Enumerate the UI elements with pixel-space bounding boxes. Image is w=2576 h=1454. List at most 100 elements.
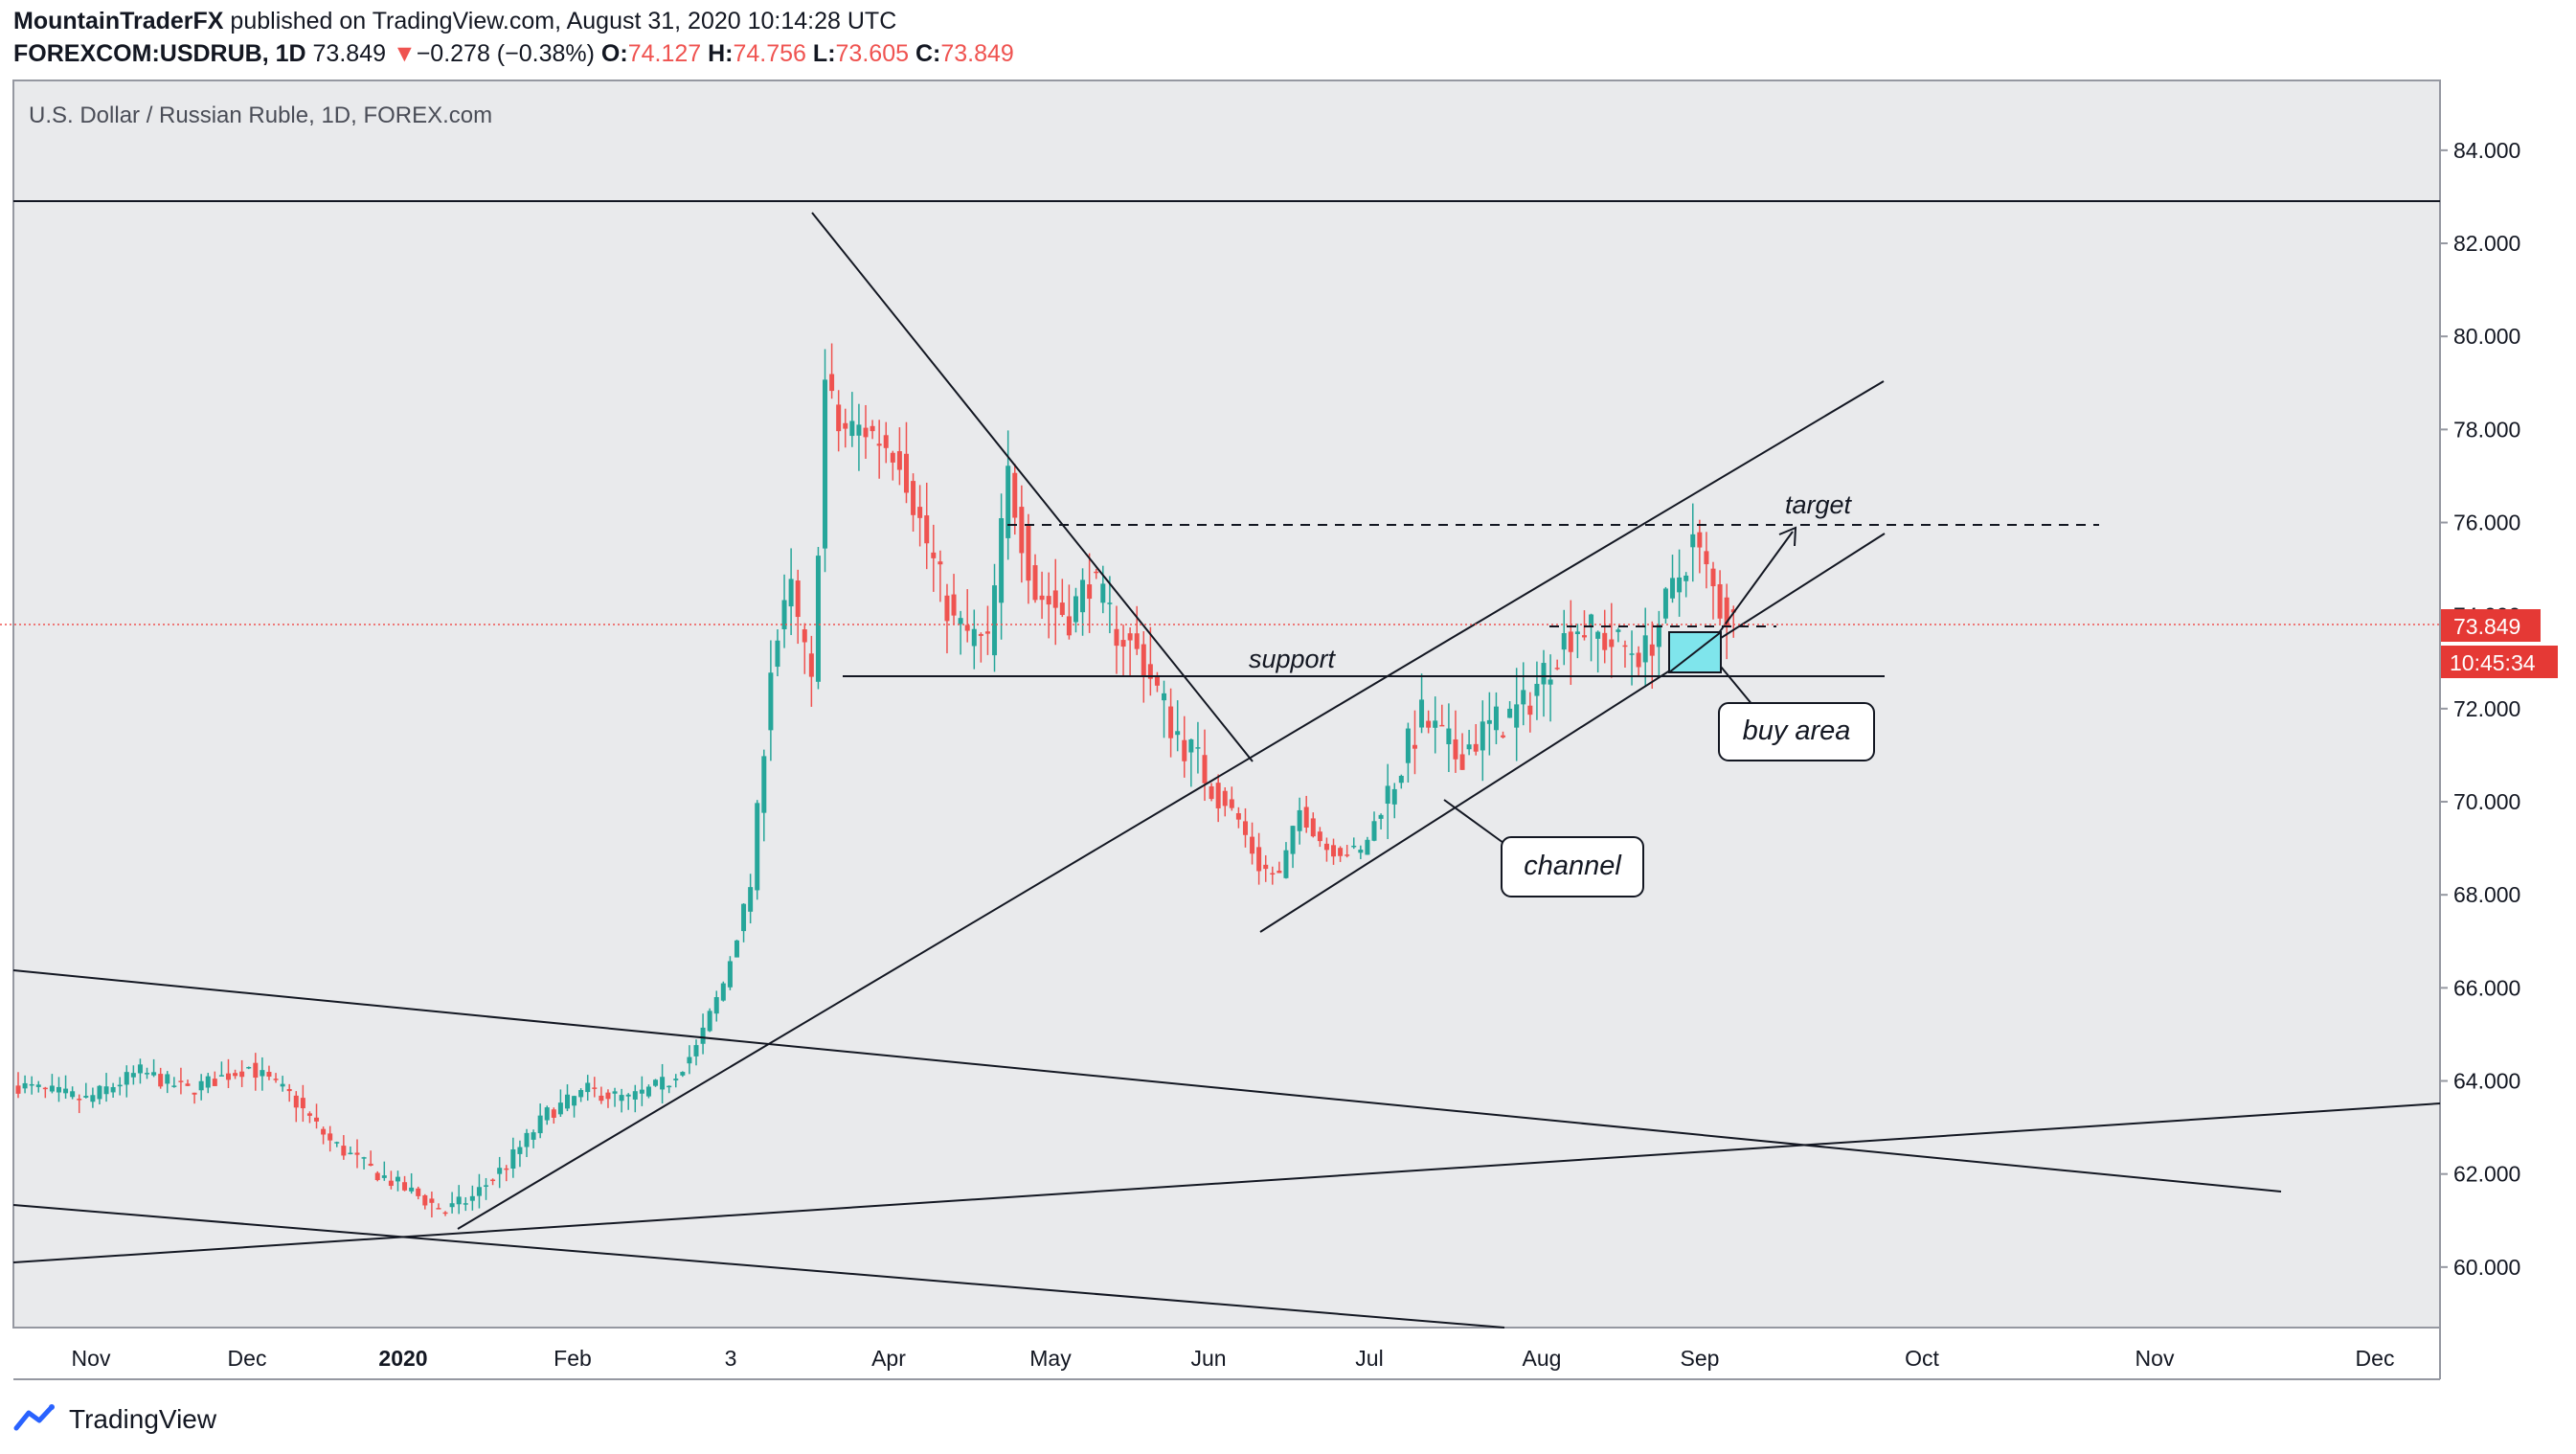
- last-price-tag-label: 73.849: [2453, 614, 2520, 639]
- candle-down: [266, 1072, 272, 1078]
- candle-down: [1209, 785, 1214, 800]
- publish-text: published on TradingView.com, August 31,…: [230, 8, 897, 34]
- candle-down: [374, 1172, 380, 1181]
- time-tick-label: Feb: [554, 1346, 592, 1371]
- candle-down: [1250, 836, 1255, 854]
- candle-up: [755, 803, 760, 891]
- price-tick-label: 66.000: [2453, 975, 2520, 1000]
- candle-down: [1310, 818, 1316, 837]
- candle-down: [1439, 724, 1445, 727]
- candle-down: [239, 1071, 245, 1078]
- candle-up: [1514, 704, 1520, 728]
- author-name[interactable]: MountainTraderFX: [13, 8, 224, 34]
- candle-down: [1154, 675, 1160, 686]
- candle-down: [1459, 754, 1465, 770]
- candle-down: [1120, 640, 1126, 647]
- candle-up: [484, 1185, 489, 1187]
- candle-up: [1358, 850, 1364, 853]
- candle-down: [1338, 848, 1344, 856]
- candle-up: [734, 940, 739, 958]
- candle-up: [564, 1094, 570, 1109]
- candle-up: [625, 1094, 631, 1097]
- channel-line: [1259, 533, 1886, 933]
- candle-up: [1378, 814, 1384, 819]
- candle-up: [469, 1195, 475, 1201]
- candle-up: [1480, 721, 1485, 751]
- candle-up: [137, 1064, 143, 1074]
- candle-up: [205, 1076, 211, 1088]
- plot-area[interactable]: [12, 80, 2441, 1329]
- candle-down: [293, 1095, 299, 1108]
- candle-up: [632, 1091, 638, 1100]
- candle-down: [286, 1088, 292, 1092]
- candle-up: [612, 1091, 618, 1094]
- candle-down: [1501, 735, 1506, 738]
- candle-up: [56, 1086, 61, 1093]
- price-tick-label: 76.000: [2453, 511, 2520, 535]
- time-tick-label: Dec: [2356, 1346, 2395, 1371]
- candle-up: [1290, 826, 1296, 854]
- candle-down: [1323, 843, 1329, 851]
- candle-down: [802, 629, 807, 643]
- candle-up: [1365, 839, 1370, 855]
- time-tick-label: Oct: [1905, 1346, 1939, 1371]
- candle-up: [463, 1203, 468, 1205]
- price-tick-label: 82.000: [2453, 231, 2520, 256]
- candle-up: [130, 1073, 136, 1078]
- candle-up: [768, 672, 774, 731]
- time-tick-label: Nov: [2135, 1346, 2175, 1371]
- candle-down: [829, 374, 835, 392]
- candle-up: [700, 1027, 706, 1044]
- time-tick-label: Apr: [871, 1346, 906, 1371]
- candle-down: [314, 1117, 320, 1122]
- candle-down: [984, 631, 990, 634]
- price-tick-label: 72.000: [2453, 696, 2520, 721]
- candle-down: [1046, 596, 1051, 605]
- candle-down: [551, 1109, 556, 1118]
- candle-down: [504, 1168, 509, 1170]
- candle-down: [429, 1198, 435, 1203]
- candle-down: [1568, 631, 1573, 652]
- candle-up: [619, 1095, 624, 1102]
- candle-up: [1283, 850, 1289, 878]
- candle-up: [992, 585, 998, 656]
- candle-down: [341, 1146, 347, 1156]
- candle-up: [110, 1086, 116, 1093]
- candle-down: [883, 435, 889, 448]
- candle-down: [1649, 644, 1655, 656]
- time-axis-labels: Nov Dec 2020 Feb 3 Apr May Jun Jul Aug Sep Oct Nov De…: [72, 1346, 2395, 1371]
- candle-down: [978, 633, 983, 636]
- candle-up: [49, 1085, 55, 1092]
- footer-brand[interactable]: TradingView: [69, 1404, 217, 1434]
- candle-up: [1670, 578, 1676, 599]
- candle-up: [1398, 775, 1404, 784]
- candle-down: [931, 552, 937, 558]
- high-label: H:: [708, 40, 734, 67]
- candle-up: [720, 983, 726, 1001]
- candle-down: [1609, 639, 1615, 647]
- candle-down: [795, 580, 801, 618]
- candle-up: [35, 1084, 41, 1087]
- candle-up: [741, 903, 747, 932]
- price-tick-label: 64.000: [2453, 1069, 2520, 1094]
- candle-down: [1426, 720, 1432, 728]
- countdown-tag-label: 10:45:34: [2450, 650, 2536, 675]
- downtrend-line: [811, 212, 1254, 762]
- candle-down: [938, 561, 943, 565]
- trend-drawings: support target buy area channel 73.849 10:45:…: [0, 200, 2558, 1329]
- candle-up: [124, 1072, 129, 1085]
- candle-up: [1574, 631, 1580, 635]
- channel-label: channel: [1524, 851, 1622, 881]
- candle-down: [599, 1095, 604, 1102]
- candle-down: [1717, 583, 1723, 619]
- candle-up: [815, 556, 821, 682]
- candle-up: [171, 1085, 177, 1087]
- candle-up: [572, 1096, 577, 1106]
- candle-down: [605, 1092, 611, 1100]
- candle-up: [537, 1115, 543, 1134]
- candle-up: [1188, 738, 1194, 753]
- price-axis-bg[interactable]: [2441, 80, 2575, 1328]
- candle-down: [1527, 705, 1533, 716]
- chart-title: U.S. Dollar / Russian Ruble, 1D, FOREX.c…: [29, 102, 492, 128]
